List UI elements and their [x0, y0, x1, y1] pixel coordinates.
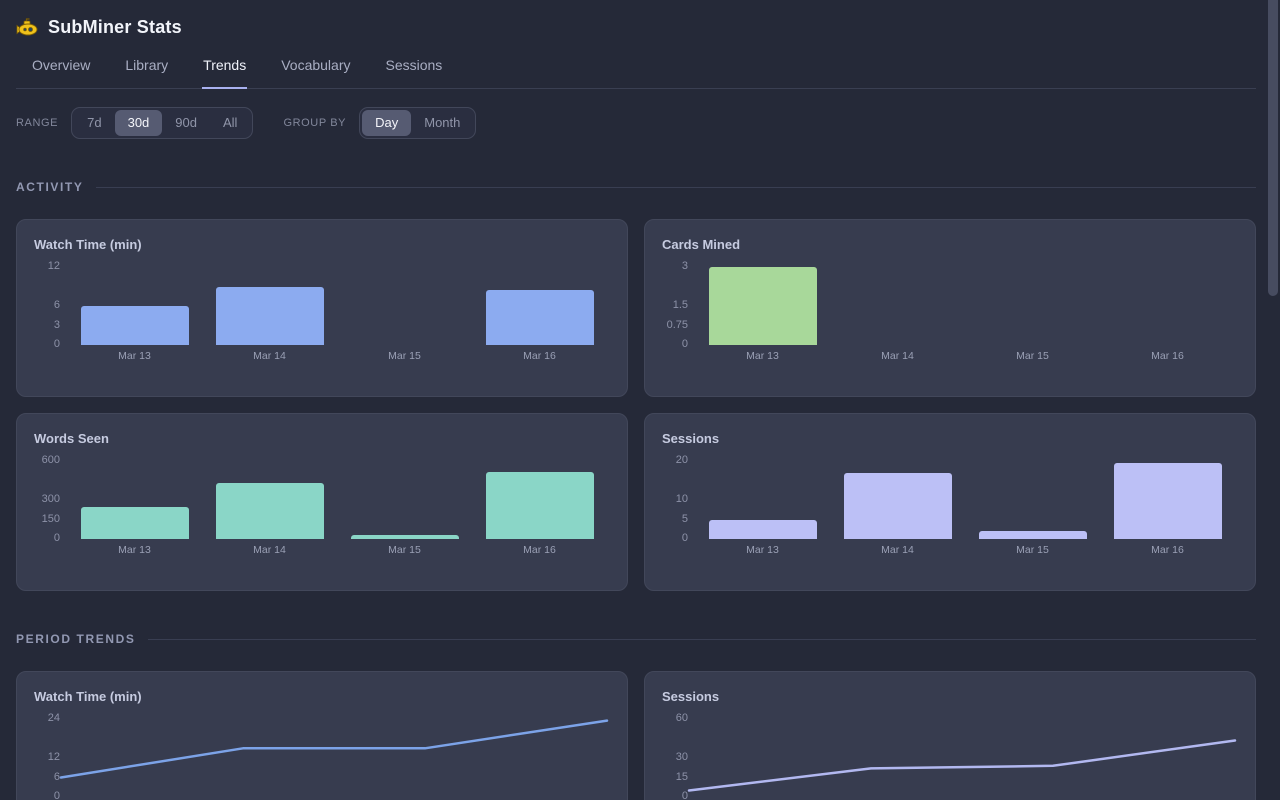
y-axis-tick: 3 — [53, 318, 60, 331]
tab-library[interactable]: Library — [124, 51, 169, 89]
range-all-button[interactable]: All — [210, 110, 250, 136]
chart-title: Sessions — [662, 689, 720, 704]
group-by-month-button[interactable]: Month — [411, 110, 473, 136]
range-30d-button[interactable]: 30d — [114, 109, 163, 136]
chart-title: Watch Time (min) — [34, 689, 142, 704]
y-axis-tick: 0 — [681, 790, 688, 800]
tab-vocabulary[interactable]: Vocabulary — [280, 51, 351, 89]
bar-mar-13 — [80, 506, 189, 539]
app-header: SubMiner Stats — [16, 0, 1256, 39]
chart-title: Watch Time (min) — [34, 237, 142, 252]
x-axis-label: Mar 13 — [118, 350, 151, 362]
x-axis-label: Mar 16 — [1151, 544, 1184, 556]
x-axis-label: Mar 15 — [1016, 350, 1049, 362]
y-axis-tick: 6 — [53, 770, 60, 783]
chart-card-period-watch-time-min: Watch Time (min) 24 12 6 0 — [16, 671, 628, 800]
trend-line — [59, 719, 609, 779]
section-title: PERIOD TRENDS — [16, 632, 136, 646]
chart-card-activity-words-seen: Words Seen 600 300 150 0 Mar 13 Mar 14 Mar 15 Ma… — [16, 413, 628, 591]
chart-card-period-sessions: Sessions 60 30 15 0 — [644, 671, 1256, 800]
y-axis-tick: 0 — [53, 790, 60, 800]
x-axis-label: Mar 14 — [253, 350, 286, 362]
chart-card-activity-watch-time-min: Watch Time (min) 12 6 3 0 Mar 13 Mar 14 Mar 15 M… — [16, 219, 628, 397]
chart-card-activity-cards-mined: Cards Mined 3 1.5 0.75 0 Mar 13 Mar 14 Mar 15 Ma… — [644, 219, 1256, 397]
bar-mar-16 — [1113, 462, 1222, 539]
chart-title: Cards Mined — [662, 237, 741, 252]
bar-mar-16 — [485, 289, 594, 345]
y-axis-tick: 0 — [681, 532, 688, 544]
x-axis-label: Mar 16 — [1151, 350, 1184, 362]
y-axis-tick: 30 — [675, 751, 688, 763]
tab-bar: Overview Library Trends Vocabulary Sessions — [16, 51, 1256, 89]
tab-trends[interactable]: Trends — [202, 51, 248, 89]
trend-line — [687, 739, 1237, 792]
range-label: RANGE — [16, 116, 59, 129]
bar-mar-14 — [843, 472, 952, 539]
y-axis-tick: 5 — [681, 512, 688, 525]
y-axis-tick: 15 — [675, 770, 688, 783]
x-axis-label: Mar 13 — [746, 350, 779, 362]
bar-mar-13 — [80, 306, 189, 345]
section-divider — [96, 186, 1256, 188]
tab-overview[interactable]: Overview — [31, 51, 91, 89]
x-axis-label: Mar 16 — [523, 544, 556, 556]
x-axis-label: Mar 14 — [881, 350, 914, 362]
y-axis-tick: 3 — [681, 260, 688, 272]
group-by-day-button[interactable]: Day — [362, 109, 412, 136]
scrollbar-thumb[interactable] — [1268, 0, 1278, 296]
bar-mar-16 — [485, 472, 594, 539]
range-selector: 7d 30d 90d All — [71, 106, 254, 139]
x-axis-label: Mar 14 — [253, 544, 286, 556]
bar-mar-15 — [350, 535, 459, 539]
group-by-selector: Day Month — [359, 106, 477, 139]
x-axis-label: Mar 13 — [746, 544, 779, 556]
y-axis-tick: 1.5 — [672, 299, 688, 311]
bar-mar-13 — [708, 267, 817, 345]
y-axis-tick: 20 — [675, 454, 688, 466]
y-axis-tick: 600 — [41, 454, 60, 466]
y-axis-tick: 0 — [681, 338, 688, 350]
chart-title: Words Seen — [34, 431, 109, 446]
range-7d-button[interactable]: 7d — [74, 110, 114, 136]
x-axis-label: Mar 16 — [523, 350, 556, 362]
y-axis-tick: 60 — [675, 712, 688, 724]
bar-mar-14 — [215, 483, 324, 539]
y-axis-tick: 150 — [41, 512, 60, 525]
section-header-period-trends: PERIOD TRENDS — [16, 632, 1256, 646]
y-axis-tick: 6 — [53, 299, 60, 311]
bar-mar-15 — [978, 531, 1087, 539]
range-90d-button[interactable]: 90d — [162, 110, 210, 136]
group-by-label: GROUP BY — [283, 116, 347, 129]
section-divider — [148, 638, 1256, 640]
y-axis-tick: 0 — [53, 532, 60, 544]
page-title: SubMiner Stats — [48, 16, 182, 37]
activity-chart-grid: Watch Time (min) 12 6 3 0 Mar 13 Mar 14 Mar 15 M… — [16, 219, 1256, 591]
section-title: ACTIVITY — [16, 180, 84, 194]
y-axis-tick: 0.75 — [666, 318, 688, 331]
submarine-icon — [16, 18, 38, 36]
x-axis-label: Mar 15 — [388, 544, 421, 556]
section-header-activity: ACTIVITY — [16, 180, 1256, 194]
bar-mar-14 — [215, 286, 324, 345]
x-axis-label: Mar 13 — [118, 544, 151, 556]
x-axis-label: Mar 15 — [1016, 544, 1049, 556]
controls-bar: RANGE 7d 30d 90d All GROUP BY Day Month — [16, 106, 1256, 139]
bar-mar-13 — [708, 519, 817, 539]
chart-card-activity-sessions: Sessions 20 10 5 0 Mar 13 Mar 14 Mar 15 Mar 16 — [644, 413, 1256, 591]
y-axis-tick: 0 — [53, 338, 60, 350]
tab-sessions[interactable]: Sessions — [385, 51, 444, 89]
y-axis-tick: 24 — [47, 712, 60, 724]
period-trends-chart-grid: Watch Time (min) 24 12 6 0 Sessions 60 30 15 0 — [16, 671, 1256, 800]
y-axis-tick: 10 — [675, 493, 688, 505]
chart-title: Sessions — [662, 431, 720, 446]
y-axis-tick: 300 — [41, 493, 60, 505]
x-axis-label: Mar 15 — [388, 350, 421, 362]
y-axis-tick: 12 — [47, 751, 60, 763]
y-axis-tick: 12 — [47, 260, 60, 272]
x-axis-label: Mar 14 — [881, 544, 914, 556]
